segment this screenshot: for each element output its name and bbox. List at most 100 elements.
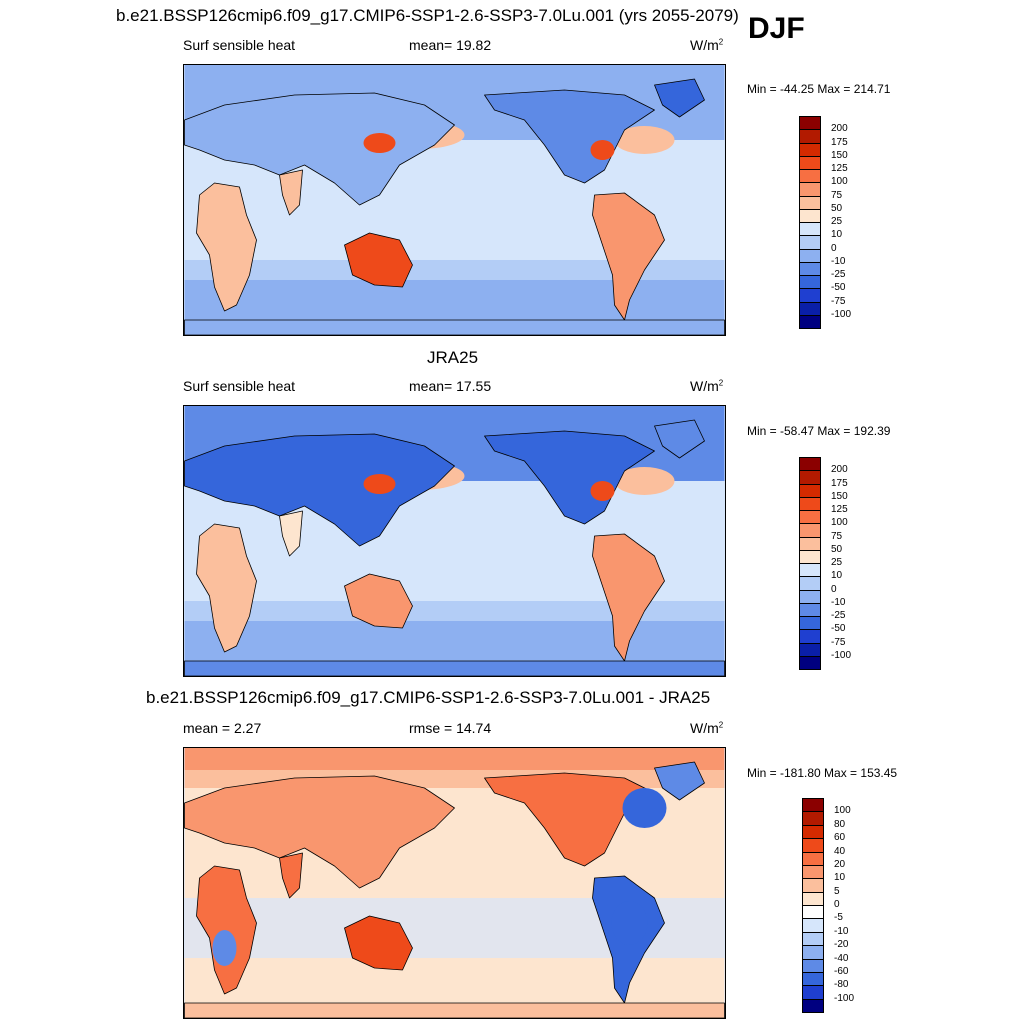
colorbar-swatch (802, 985, 824, 1000)
colorbar-label: 125 (831, 163, 848, 174)
colorbar-label: 10 (831, 570, 843, 582)
season-label: DJF (748, 12, 805, 45)
colorbar-label: 100 (831, 517, 848, 529)
colorbar-swatch (799, 222, 821, 237)
panel-2-minmax: Min = -58.47 Max = 192.39 (747, 424, 891, 438)
colorbar-swatch (802, 838, 824, 853)
colorbar-swatch (799, 563, 821, 578)
colorbar-swatch (799, 655, 821, 670)
colorbar-label: 100 (834, 805, 851, 817)
panel-1-title: b.e21.BSSP126cmip6.f09_g17.CMIP6-SSP1-2.… (116, 6, 739, 25)
colorbar-swatch (802, 851, 824, 866)
colorbar-swatch (802, 918, 824, 933)
panel-1-minmax: Min = -44.25 Max = 214.71 (747, 82, 891, 96)
colorbar-label: -50 (831, 282, 846, 294)
colorbar-label: 10 (834, 872, 846, 884)
colorbar-label: 0 (831, 242, 837, 254)
colorbar-label: -100 (831, 308, 852, 320)
colorbar-label: 10 (831, 229, 843, 241)
colorbar-label: 150 (831, 490, 848, 502)
colorbar-swatch (799, 457, 821, 472)
colorbar-swatch (799, 116, 821, 131)
colorbar-swatch (799, 589, 821, 604)
colorbar-label: 0 (831, 583, 837, 595)
colorbar-swatch (799, 155, 821, 170)
colorbar-label: -10 (831, 255, 846, 267)
colorbar-label: 75 (831, 189, 843, 201)
colorbar-swatch (799, 288, 821, 303)
colorbar-label: 175 (831, 136, 848, 148)
colorbar-swatch (799, 510, 821, 525)
colorbar-label: 25 (831, 216, 843, 227)
panel-1-variable-label: Surf sensible heat (183, 37, 296, 53)
panel-3-units: W/m2 (690, 720, 724, 736)
colorbar-swatch (799, 602, 821, 617)
panel-2-mean: mean= 17.55 (409, 378, 492, 394)
colorbar-swatch (799, 549, 821, 564)
colorbar-swatch (799, 642, 821, 657)
panel-2-units: W/m2 (690, 378, 724, 394)
panel-1-units: W/m2 (690, 37, 724, 53)
colorbar-label: 125 (831, 504, 848, 515)
colorbar-label: 150 (831, 149, 848, 161)
colorbar-label: 20 (834, 858, 846, 870)
colorbar-swatch (799, 129, 821, 144)
colorbar-label: -100 (831, 649, 852, 661)
colorbar-swatch (799, 235, 821, 250)
colorbar-label: 0 (834, 899, 840, 910)
panel-1-mean: mean= 19.82 (409, 37, 492, 53)
colorbar-swatch (799, 275, 821, 290)
colorbar-label: -75 (831, 636, 846, 648)
panel-3-mean: mean = 2.27 (183, 720, 262, 736)
colorbar-label: 100 (831, 176, 848, 188)
panel-1-map (183, 64, 726, 336)
colorbar-label: 60 (834, 832, 846, 844)
colorbar-label: 80 (834, 818, 846, 830)
panel-3-rmse: rmse = 14.74 (409, 720, 492, 736)
colorbar-swatch (802, 878, 824, 893)
colorbar-swatch (802, 864, 824, 880)
colorbar-label: 40 (834, 845, 846, 857)
panel-3-map (183, 747, 726, 1019)
colorbar-swatch (799, 169, 821, 184)
colorbar-swatch (802, 945, 824, 960)
panel-2-colorbar: 200 175 150 125 100 75 50 25 10 0 -10 -25 -50 -75 -100 (799, 457, 859, 670)
colorbar-label: -60 (834, 965, 849, 977)
colorbar-swatch (799, 536, 821, 551)
colorbar-swatch (802, 905, 824, 920)
colorbar-label: 200 (831, 464, 848, 476)
colorbar-swatch (802, 998, 824, 1013)
panel-1-colorbar: 200 175 150 125 100 75 50 25 10 0 -10 -25 -50 -75 -100 (799, 116, 859, 329)
colorbar-swatch (799, 248, 821, 263)
panel-2-map (183, 405, 726, 677)
colorbar-label: -40 (834, 952, 849, 964)
colorbar-swatch (799, 523, 821, 538)
colorbar-swatch (802, 811, 824, 826)
colorbar-label: 175 (831, 477, 848, 489)
colorbar-label: -10 (834, 925, 849, 937)
colorbar-label: -100 (834, 992, 855, 1004)
colorbar-label: -5 (834, 912, 843, 924)
colorbar-swatch (799, 314, 821, 329)
colorbar-label: -80 (834, 979, 849, 991)
colorbar-label: 50 (831, 202, 843, 214)
colorbar-swatch (799, 195, 821, 210)
panel-2-variable-label: Surf sensible heat (183, 378, 296, 394)
colorbar-swatch (799, 616, 821, 631)
panel-3-minmax: Min = -181.80 Max = 153.45 (747, 766, 898, 780)
colorbar-label: 50 (831, 543, 843, 555)
colorbar-swatch (799, 629, 821, 644)
colorbar-swatch (802, 798, 824, 813)
colorbar-swatch (799, 576, 821, 591)
colorbar-label: 25 (831, 557, 843, 568)
panel-2-title: JRA25 (427, 348, 479, 367)
colorbar-swatch (799, 496, 821, 511)
panel-3-title: b.e21.BSSP126cmip6.f09_g17.CMIP6-SSP1-2.… (146, 688, 711, 707)
colorbar-swatch (799, 142, 821, 157)
colorbar-swatch (802, 958, 824, 973)
panel-3-colorbar: 100 80 60 40 20 10 5 0 -5 -10 -20 -40 -60 -80 -100 (802, 798, 862, 1013)
colorbar-swatch (802, 824, 824, 840)
colorbar-label: -25 (831, 269, 846, 280)
colorbar-swatch (799, 470, 821, 485)
colorbar-label: -20 (834, 939, 849, 951)
